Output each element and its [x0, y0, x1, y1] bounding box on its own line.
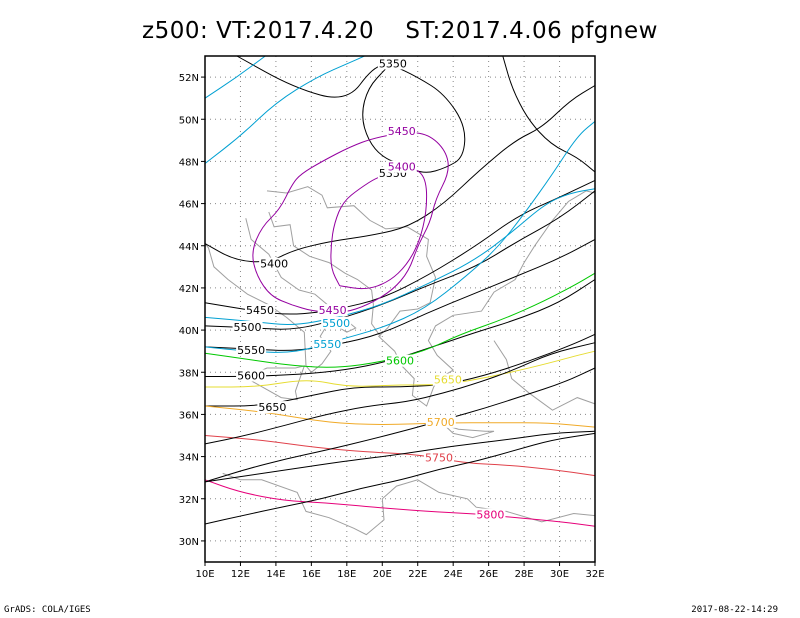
coastline-path — [222, 472, 596, 536]
x-tick-label: 24E — [444, 569, 463, 580]
x-tick-label: 20E — [373, 569, 392, 580]
contour-label: 5500 — [234, 321, 262, 334]
contour-line — [204, 432, 596, 525]
contour-label-bg — [259, 257, 290, 270]
y-tick-label: 44N — [179, 242, 199, 253]
coastline-path — [266, 186, 596, 407]
contour-label-bg — [475, 508, 506, 521]
y-tick-label: 40N — [179, 326, 199, 337]
x-tick-label: 12E — [231, 569, 250, 580]
contour-label-layer: 5350535054005450550055505600565054505450… — [232, 57, 506, 522]
contour-label-bg — [244, 304, 275, 317]
contour-label-bg — [425, 415, 456, 428]
contour-line — [204, 55, 365, 164]
contour-label: 5400 — [260, 258, 288, 271]
contour-label: 5450 — [319, 304, 347, 317]
contour-label: 5450 — [246, 304, 274, 317]
x-tick-label: 30E — [550, 569, 569, 580]
contour-line — [204, 55, 266, 99]
x-tick-label: 22E — [408, 569, 427, 580]
contour-line — [236, 55, 466, 173]
contour-label: 5350 — [379, 57, 407, 70]
contour-label: 5450 — [388, 125, 416, 138]
contour-line — [204, 188, 596, 325]
coastline-path — [204, 218, 357, 373]
plot-frame — [204, 55, 596, 563]
contour-line — [204, 238, 596, 351]
contour-label: 5650 — [258, 401, 286, 414]
footer-timestamp: 2017-08-22-14:29 — [691, 605, 778, 615]
contour-label-bg — [232, 320, 263, 333]
y-tick-label: 48N — [179, 157, 199, 168]
coastline-path — [443, 424, 495, 439]
x-tick-label: 10E — [195, 569, 214, 580]
contour-label-bg — [385, 354, 415, 367]
chart-title: z500: VT:2017.4.20 ST:2017.4.06 pfgnew — [142, 18, 658, 44]
y-tick-label: 52N — [179, 73, 199, 84]
contour-label-bg — [312, 337, 343, 350]
contour-label: 5800 — [476, 509, 504, 522]
contour-label-bg — [236, 369, 267, 382]
contour-label: 5700 — [427, 416, 455, 429]
contour-label: 5650 — [434, 374, 462, 387]
x-axis-ticks: 10E 12E 14E 16E 18E 20E 22E 24E 26E 28E 30E 32E — [195, 562, 605, 580]
contour-line — [204, 342, 596, 445]
contour-label-bg — [377, 57, 408, 70]
contour-line — [330, 168, 428, 290]
contour-label-bg — [317, 304, 348, 317]
contour-label: 5400 — [388, 161, 416, 174]
y-tick-label: 38N — [179, 368, 199, 379]
contour-label-bg — [386, 124, 417, 137]
contour-label-bg — [386, 160, 417, 173]
contour-line — [502, 55, 596, 173]
contour-layer — [204, 55, 596, 527]
y-tick-label: 50N — [179, 115, 199, 126]
contour-line — [204, 121, 596, 353]
contour-label: 5600 — [237, 369, 265, 382]
y-tick-label: 46N — [179, 200, 199, 211]
contour-line — [204, 479, 596, 527]
contour-label-bg — [432, 373, 463, 386]
contour-line — [204, 85, 596, 263]
grid-layer — [205, 56, 595, 562]
contour-label: 5550 — [313, 338, 341, 351]
y-tick-label: 34N — [179, 453, 199, 464]
contour-label-bg — [236, 344, 267, 357]
contour-label-bg — [424, 451, 454, 464]
x-tick-label: 26E — [479, 569, 498, 580]
y-tick-label: 42N — [179, 284, 199, 295]
y-tick-label: 30N — [179, 537, 199, 548]
x-tick-label: 18E — [337, 569, 356, 580]
y-tick-label: 32N — [179, 495, 199, 506]
contour-line — [204, 435, 596, 477]
x-tick-label: 28E — [515, 569, 534, 580]
footer-credit: GrADS: COLA/IGES — [4, 605, 91, 615]
contour-label: 5750 — [425, 452, 453, 465]
contour-line — [204, 405, 596, 428]
contour-label-bg — [257, 401, 288, 414]
contour-label: 5600 — [386, 355, 414, 368]
contour-label: 5550 — [237, 344, 265, 357]
y-axis-ticks: 30N 32N 34N 36N 38N 40N 42N 44N 46N 48N 50N 52N — [179, 73, 205, 548]
contour-line — [204, 430, 596, 483]
x-tick-label: 32E — [585, 569, 604, 580]
coastline-path — [247, 365, 306, 401]
y-tick-label: 36N — [179, 410, 199, 421]
contour-line — [252, 132, 449, 313]
x-tick-label: 16E — [302, 569, 321, 580]
contour-line — [204, 350, 596, 388]
x-tick-label: 14E — [266, 569, 285, 580]
contour-line — [204, 179, 596, 315]
contour-label-bg — [321, 316, 352, 329]
contour-label: 5500 — [322, 317, 350, 330]
contour-line — [204, 367, 596, 483]
